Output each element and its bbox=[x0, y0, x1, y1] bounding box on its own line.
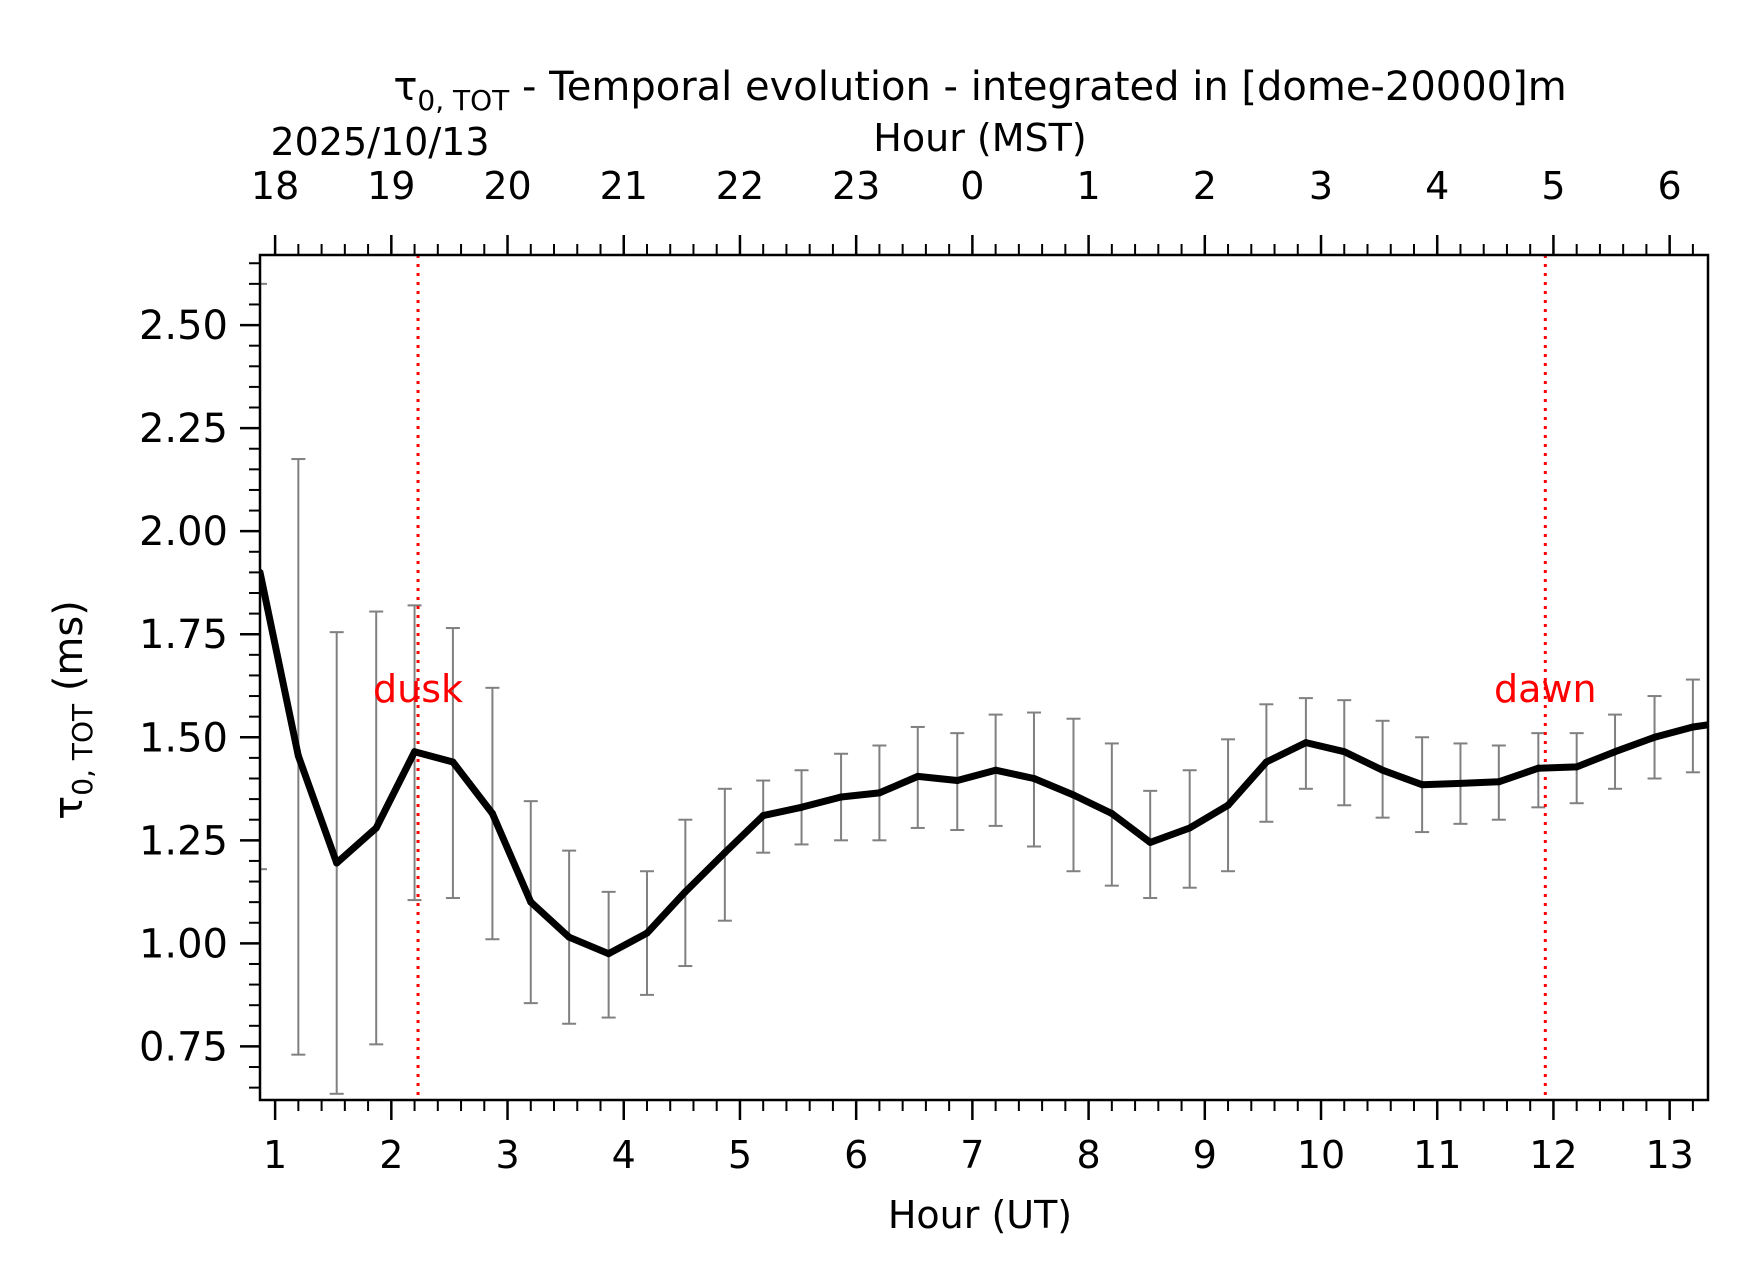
data-point bbox=[565, 933, 573, 941]
x-tick-label: 4 bbox=[612, 1133, 636, 1177]
chart-title: τ0, TOT - Temporal evolution - integrate… bbox=[393, 64, 1566, 117]
x-top-tick-label: 20 bbox=[483, 164, 531, 208]
axis-tick-labels: 1182193204215226237081921031141251360.75… bbox=[139, 164, 1694, 1177]
data-point bbox=[449, 758, 457, 766]
x-tick-label: 3 bbox=[495, 1133, 519, 1177]
data-point bbox=[643, 929, 651, 937]
x-tick-label: 13 bbox=[1645, 1133, 1693, 1177]
x-top-tick-label: 5 bbox=[1541, 164, 1565, 208]
data-point bbox=[1418, 781, 1426, 789]
y-tick-label: 2.25 bbox=[139, 406, 228, 452]
data-point bbox=[1651, 733, 1659, 741]
data-point bbox=[992, 766, 1000, 774]
axis-ticks bbox=[240, 235, 1694, 1120]
x-top-tick-label: 3 bbox=[1309, 164, 1333, 208]
x-top-tick-label: 21 bbox=[600, 164, 648, 208]
data-point bbox=[1573, 763, 1581, 771]
x-tick-label: 6 bbox=[844, 1133, 868, 1177]
top-axis-label: Hour (MST) bbox=[873, 116, 1086, 160]
data-point bbox=[1611, 748, 1619, 756]
data-point bbox=[759, 812, 767, 820]
x-tick-label: 12 bbox=[1529, 1133, 1577, 1177]
date-label: 2025/10/13 bbox=[270, 120, 489, 164]
dusk-label: dusk bbox=[373, 667, 463, 711]
y-tick-label: 2.50 bbox=[139, 303, 228, 349]
y-label-symbol: τ bbox=[46, 796, 92, 820]
data-point bbox=[1689, 723, 1697, 731]
data-point bbox=[1186, 824, 1194, 832]
series-line bbox=[260, 571, 1708, 958]
data-point bbox=[914, 772, 922, 780]
x-tick-label: 7 bbox=[960, 1133, 984, 1177]
data-point bbox=[1108, 810, 1116, 818]
data-point bbox=[411, 748, 419, 756]
y-label-subscript: 0, TOT bbox=[66, 703, 99, 796]
twilight-lines bbox=[416, 255, 1547, 1100]
error-bars bbox=[260, 282, 1700, 1095]
x-tick-label: 1 bbox=[263, 1133, 287, 1177]
data-point bbox=[527, 898, 535, 906]
data-point bbox=[1030, 774, 1038, 782]
x-tick-label: 8 bbox=[1076, 1133, 1100, 1177]
y-tick-label: 1.00 bbox=[139, 921, 228, 967]
data-point bbox=[1379, 766, 1387, 774]
x-tick-label: 2 bbox=[379, 1133, 403, 1177]
x-top-tick-label: 4 bbox=[1425, 164, 1449, 208]
dawn-label: dawn bbox=[1494, 667, 1597, 711]
x-top-tick-label: 22 bbox=[716, 164, 764, 208]
data-point bbox=[1224, 801, 1232, 809]
data-point bbox=[1456, 779, 1464, 787]
data-points bbox=[260, 568, 1708, 958]
data-point bbox=[837, 793, 845, 801]
x-top-tick-label: 2 bbox=[1193, 164, 1217, 208]
x-tick-label: 5 bbox=[728, 1133, 752, 1177]
x-top-tick-label: 23 bbox=[832, 164, 880, 208]
x-top-tick-label: 1 bbox=[1076, 164, 1100, 208]
x-tick-label: 11 bbox=[1413, 1133, 1461, 1177]
x-top-tick-label: 0 bbox=[960, 164, 984, 208]
data-point bbox=[1534, 764, 1542, 772]
data-point bbox=[953, 777, 961, 785]
x-top-tick-label: 18 bbox=[251, 164, 299, 208]
plot-frame bbox=[258, 253, 1710, 1102]
y-tick-label: 1.50 bbox=[139, 715, 228, 761]
y-tick-label: 1.25 bbox=[139, 818, 228, 864]
data-point bbox=[1069, 791, 1077, 799]
data-point bbox=[372, 824, 380, 832]
x-top-tick-label: 6 bbox=[1658, 164, 1682, 208]
y-tick-label: 1.75 bbox=[139, 612, 228, 658]
y-tick-label: 2.00 bbox=[139, 509, 228, 555]
y-label-unit: (ms) bbox=[46, 600, 92, 704]
y-tick-label: 0.75 bbox=[139, 1024, 228, 1070]
data-point bbox=[1262, 758, 1270, 766]
data-point bbox=[294, 752, 302, 760]
data-point bbox=[875, 789, 883, 797]
data-point bbox=[1495, 778, 1503, 786]
data-point bbox=[333, 859, 341, 867]
data-point bbox=[488, 810, 496, 818]
data-point bbox=[798, 803, 806, 811]
title-subscript: 0, TOT bbox=[417, 84, 510, 117]
twilight-labels: dusk dawn bbox=[373, 667, 1597, 711]
x-tick-label: 9 bbox=[1193, 1133, 1217, 1177]
y-axis-label: τ0, TOT (ms) bbox=[46, 600, 99, 820]
data-point bbox=[681, 888, 689, 896]
x-tick-label: 10 bbox=[1297, 1133, 1345, 1177]
data-point bbox=[605, 950, 613, 958]
x-top-tick-label: 19 bbox=[367, 164, 415, 208]
title-symbol: τ bbox=[393, 64, 417, 110]
title-rest: - Temporal evolution - integrated in [do… bbox=[509, 64, 1566, 110]
data-point bbox=[721, 849, 729, 857]
x-axis-label: Hour (UT) bbox=[888, 1193, 1072, 1237]
data-point bbox=[1302, 739, 1310, 747]
data-point bbox=[1146, 838, 1154, 846]
data-point bbox=[1340, 748, 1348, 756]
